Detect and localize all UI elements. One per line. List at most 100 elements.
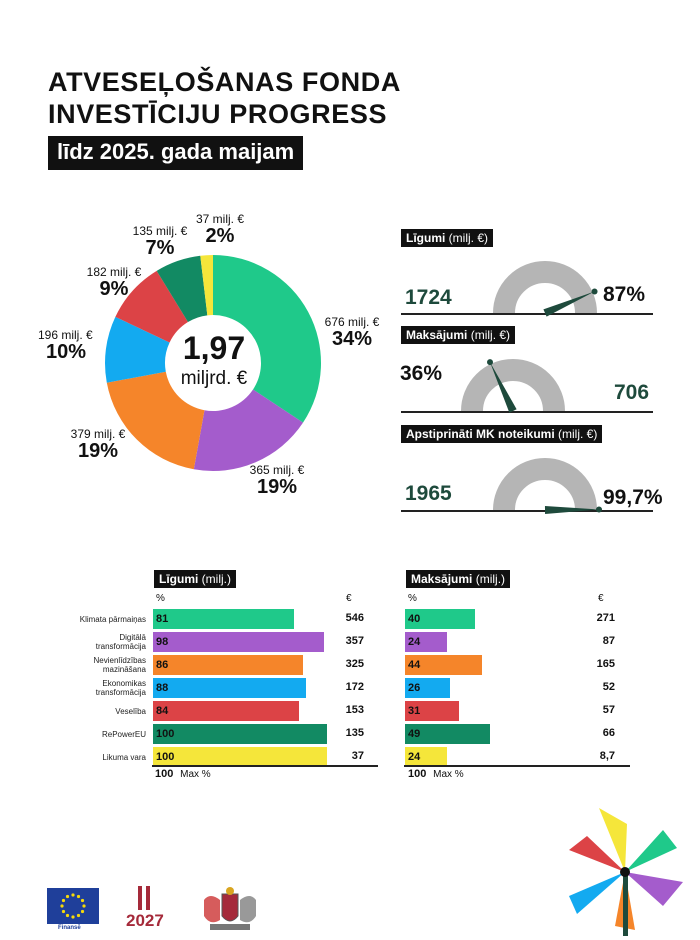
gauge-title: Līgumi — [406, 231, 446, 245]
gauge-regulations-tag: Apstiprināti MK noteikumi (milj. €) — [401, 425, 603, 443]
contracts-baseline — [152, 765, 378, 767]
payments-eur-value: 165 — [596, 658, 615, 670]
contracts-bar — [153, 678, 307, 698]
eu-caption: Finansē — [58, 925, 81, 931]
eu-star — [76, 913, 81, 918]
payments-bar — [405, 724, 491, 744]
max-value: 100 — [155, 768, 174, 780]
payments-eur-value: 271 — [596, 612, 615, 624]
donut-center-value: 1,97 — [182, 330, 246, 366]
slice-label-economy: 196 milj. € 10% — [38, 329, 108, 363]
eu-star — [65, 894, 70, 899]
payments-bar-value: 26 — [408, 682, 421, 694]
category-label: Veselība — [6, 707, 146, 716]
contracts-eur-value: 153 — [345, 704, 364, 716]
slice-label-climate: 676 milj. € 34% — [320, 316, 384, 350]
gauge-unit: (milj. €) — [558, 427, 598, 441]
contracts-bar-value: 98 — [156, 636, 169, 648]
category-label-line: mazināšana — [102, 665, 146, 674]
category-label-line: Klimata pārmaiņas — [79, 614, 146, 624]
slice-label-inequality: 379 milj. € 19% — [64, 428, 132, 462]
payments-bar — [405, 678, 451, 698]
donut-center-unit: miljrd. € — [180, 368, 248, 389]
payments-bar-value: 24 — [408, 636, 421, 648]
category-label-line: transformācija — [95, 642, 146, 651]
table-title: Maksājumi — [411, 572, 473, 586]
payments-eur-value: 8,7 — [599, 750, 615, 762]
payments-bar-value: 44 — [408, 659, 421, 671]
slice-amount: 182 milj. € — [86, 265, 142, 279]
slice-label-digital: 365 milj. € 19% — [243, 464, 311, 498]
gauge-unit: (milj. €) — [448, 231, 488, 245]
slice-amount: 379 milj. € — [70, 427, 126, 441]
contracts-eur-value: 325 — [345, 658, 364, 670]
gauge-track — [493, 261, 597, 314]
donut-slice-digital — [193, 389, 304, 472]
contracts-table-tag: Līgumi (milj.) — [154, 570, 236, 588]
slice-percent: 7% — [145, 236, 175, 259]
eu-star — [61, 898, 66, 903]
contracts-bar — [153, 609, 294, 629]
eu-star — [65, 913, 70, 918]
eu-star — [60, 904, 64, 908]
gauge-track — [493, 458, 597, 511]
contracts-bar — [153, 747, 327, 767]
contracts-eur-value: 172 — [345, 681, 364, 693]
slice-amount: 37 milj. € — [195, 212, 245, 226]
category-label-line: Digitālā — [119, 633, 146, 642]
gauge-needle-tip — [487, 359, 494, 366]
gauge-needle-tip — [591, 288, 598, 295]
category-label: Ekonomikas transformācija — [6, 679, 146, 697]
logo-2027: 2027 — [126, 886, 170, 933]
max-label: Max % — [180, 769, 211, 780]
logo-2027-bars — [146, 886, 150, 910]
payments-bar-value: 24 — [408, 751, 421, 763]
slice-percent: 19% — [256, 475, 298, 498]
category-label-line: Nevienlīdzības — [93, 656, 146, 665]
gauge-unit: (milj. €) — [470, 328, 511, 342]
payments-eur-value: 66 — [602, 727, 615, 739]
gauge-payments-tag: Maksājumi (milj. €) — [401, 326, 516, 344]
title-line-1: ATVESEĻOŠANAS FONDA — [48, 67, 401, 97]
slice-percent: 9% — [99, 277, 129, 300]
slice-amount: 135 milj. € — [132, 224, 188, 238]
payments-bar — [405, 609, 475, 629]
slice-amount: 365 milj. € — [249, 463, 305, 477]
slice-percent: 19% — [77, 439, 119, 462]
gauge-baseline — [401, 411, 653, 413]
page-title: ATVESEĻOŠANAS FONDA INVESTĪCIJU PROGRESS — [48, 66, 401, 130]
gauge-track — [461, 359, 565, 412]
slice-percent: 10% — [46, 340, 87, 363]
eu-star — [80, 909, 85, 914]
slice-label-health: 182 milj. € 9% — [80, 266, 148, 300]
payments-eur-value: 87 — [602, 635, 615, 647]
payments-eur-value: 52 — [602, 681, 615, 693]
payments-pct-header: % — [408, 593, 417, 604]
gauge-title: Maksājumi — [406, 328, 468, 342]
contracts-bar-value: 100 — [156, 751, 175, 763]
gauge-contracts-value: 1724 — [405, 286, 452, 309]
category-label-line: transformācija — [95, 688, 146, 697]
payments-max-note: 100 Max % — [408, 768, 464, 780]
contracts-bar — [153, 724, 327, 744]
category-label-line: Veselība — [115, 706, 146, 716]
slice-label-law: 37 milj. € 2% — [192, 213, 248, 247]
category-label: Likuma vara — [6, 753, 146, 762]
eu-star — [71, 915, 75, 919]
contracts-eur-value: 135 — [345, 727, 364, 739]
table-title: Līgumi — [159, 572, 199, 586]
contracts-eur-header: € — [346, 593, 352, 604]
contracts-bar — [153, 632, 324, 652]
gauge-title: Apstiprināti MK noteikumi — [406, 427, 555, 441]
eu-flag-logo — [47, 888, 99, 924]
payments-eur-header: € — [598, 593, 604, 604]
table-unit: (milj.) — [201, 572, 231, 586]
slice-percent: 34% — [331, 327, 373, 350]
slice-label-repower: 135 milj. € 7% — [130, 225, 190, 259]
category-label: Nevienlīdzības mazināšana — [6, 656, 146, 674]
category-label: Klimata pārmaiņas — [6, 615, 146, 624]
category-label-line: RePowerEU — [101, 729, 146, 739]
gauge-baseline — [401, 313, 653, 315]
contracts-bar-value: 88 — [156, 682, 169, 694]
contracts-eur-value: 357 — [345, 635, 364, 647]
